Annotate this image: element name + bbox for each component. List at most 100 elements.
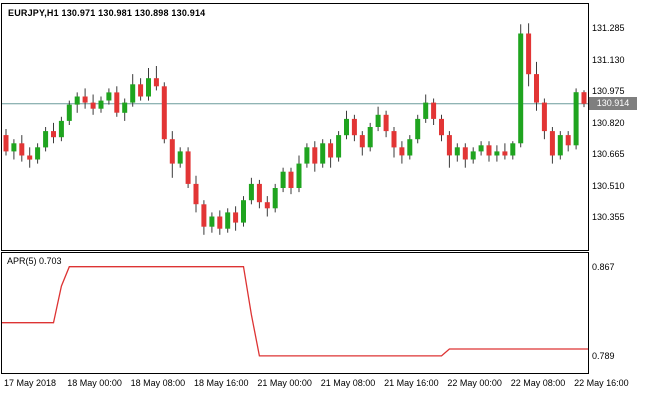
candle-body [51, 131, 56, 138]
candle-body [169, 139, 175, 164]
price-tick-label: 130.975 [592, 86, 625, 97]
candle-body [407, 139, 413, 156]
candle-body [43, 131, 49, 148]
candle-body [138, 84, 144, 97]
candle-body [494, 151, 500, 156]
symbol-period-quote: EURJPY,H1 130.971 130.981 130.898 130.91… [8, 8, 206, 18]
candle-body [312, 147, 318, 164]
time-axis-label: 21 May 08:00 [320, 378, 376, 388]
indicator-tick-label: 0.867 [592, 261, 615, 272]
candle-body [264, 202, 270, 209]
candle-body [320, 143, 326, 164]
candle-body [431, 102, 437, 119]
candle-body [462, 147, 468, 160]
candle-body [256, 183, 262, 203]
candle-body [35, 147, 41, 160]
candle-body [209, 216, 215, 227]
candle-body [478, 145, 484, 152]
candle-body [541, 102, 547, 132]
candle-body [248, 183, 254, 201]
candle-body [383, 114, 389, 132]
bid-price-tag: 130.914 [589, 96, 637, 110]
price-tick-label: 131.285 [592, 23, 625, 34]
candle-body [201, 204, 207, 227]
candle-body [272, 188, 278, 209]
candle-body [296, 163, 302, 188]
indicator-line [2, 266, 588, 357]
candle-body [486, 145, 492, 156]
candle-body [565, 135, 571, 146]
candle-body [153, 78, 159, 87]
time-axis-label: 17 May 2018 [3, 378, 56, 388]
candle-body [90, 102, 96, 109]
candle-body [3, 135, 9, 152]
candle-body [177, 151, 183, 164]
price-tick-label: 130.665 [592, 149, 625, 160]
candle-body [375, 114, 381, 127]
time-axis-label: 22 May 16:00 [574, 378, 629, 388]
candle-body [328, 143, 334, 158]
candle-body [233, 212, 239, 223]
time-axis-label: 21 May 16:00 [384, 378, 439, 388]
candle-body [185, 151, 191, 184]
indicator-label: APR(5) 0.703 [7, 256, 62, 266]
candle-body [391, 131, 397, 148]
candle-body [122, 102, 128, 113]
price-tick-label: 130.510 [592, 180, 625, 191]
candle-body [19, 143, 25, 156]
indicator-tick-label: 0.789 [592, 350, 615, 361]
candle-body [367, 127, 373, 148]
candle-body [470, 151, 476, 160]
candle-body [280, 171, 286, 188]
candle-body [193, 183, 199, 205]
candle-body [66, 104, 72, 121]
candle-body [82, 96, 88, 103]
candle-body [336, 135, 342, 158]
candle-body [344, 118, 349, 136]
candle-body [225, 212, 231, 229]
candle-body [58, 120, 64, 138]
time-axis-label: 18 May 08:00 [130, 378, 186, 388]
candle-body [518, 33, 524, 144]
candle-body [581, 92, 587, 104]
candle-body [534, 74, 539, 103]
candle-body [217, 216, 223, 229]
indicator-line-chart[interactable] [2, 253, 588, 373]
candle-body [510, 143, 516, 156]
candle-body [288, 171, 294, 188]
price-tick-label: 131.130 [592, 54, 625, 65]
candle-body [130, 84, 136, 103]
candle-body [161, 86, 167, 140]
candle-body [74, 96, 80, 105]
candle-body [526, 33, 532, 75]
price-tick-label: 130.355 [592, 212, 625, 223]
candle-body [549, 131, 555, 156]
candle-body [304, 147, 310, 164]
candle-body [359, 135, 365, 148]
candle-body [146, 78, 151, 97]
candle-body [98, 100, 104, 109]
candle-body [106, 92, 112, 101]
candle-body [114, 92, 120, 113]
candle-body [439, 118, 444, 136]
candlestick-chart[interactable] [2, 4, 588, 250]
candle-body [446, 135, 452, 156]
candle-body [502, 151, 508, 156]
indicator-panel[interactable]: APR(5) 0.703 [1, 252, 589, 374]
candle-body [573, 92, 579, 146]
candle-body [241, 200, 246, 223]
candle-body [27, 155, 33, 160]
time-axis-label: 18 May 16:00 [194, 378, 249, 388]
price-tick-label: 130.820 [592, 117, 625, 128]
candle-body [423, 102, 429, 119]
price-chart-panel[interactable]: EURJPY,H1 130.971 130.981 130.898 130.91… [1, 3, 589, 251]
candle-body [454, 147, 460, 156]
candle-body [351, 118, 357, 136]
candle-body [11, 143, 17, 152]
candle-body [557, 135, 563, 156]
candle-body [415, 118, 421, 140]
time-axis-label: 22 May 08:00 [510, 378, 566, 388]
time-axis-label: 22 May 00:00 [447, 378, 502, 388]
candle-body [399, 147, 405, 156]
